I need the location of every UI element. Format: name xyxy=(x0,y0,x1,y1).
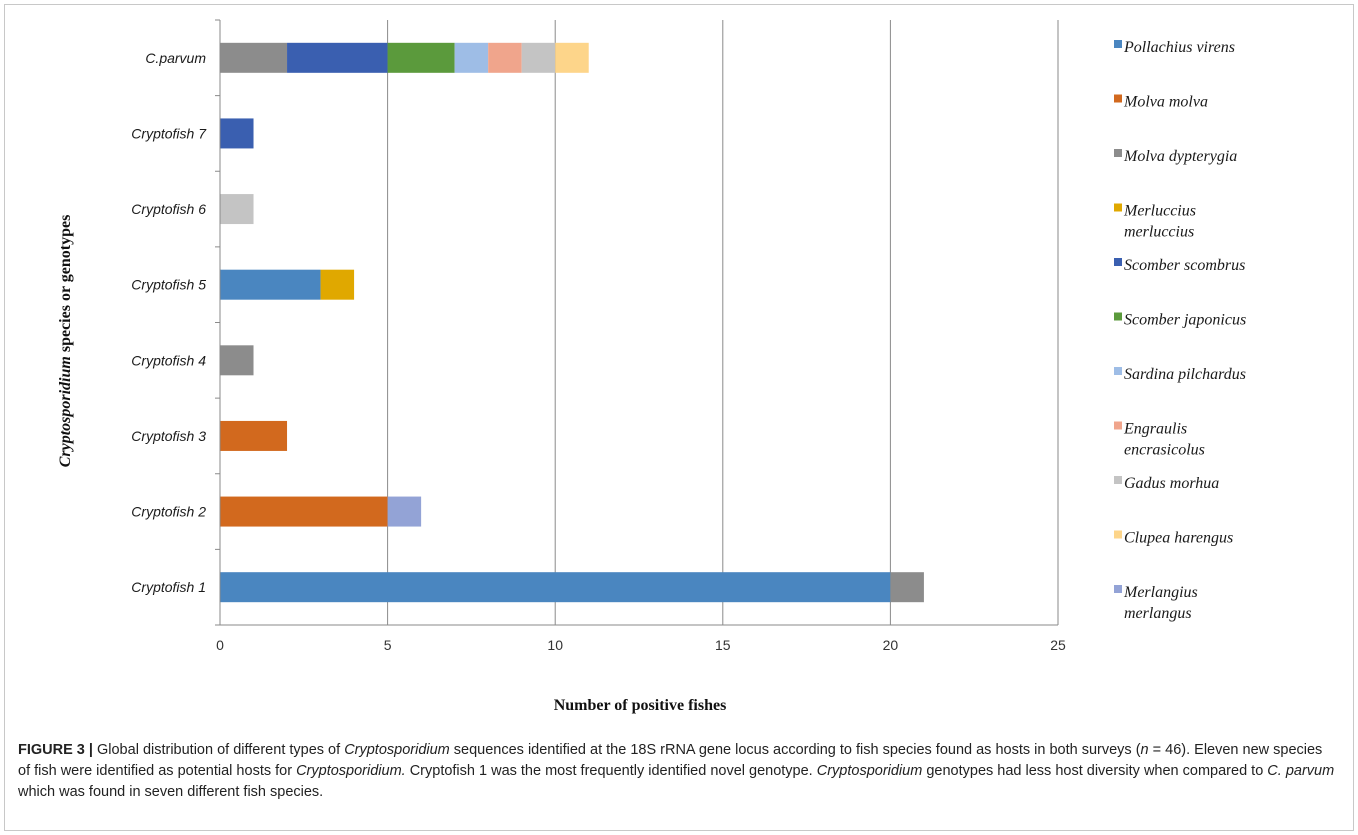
bar-segment xyxy=(220,345,254,376)
x-tick-label: 0 xyxy=(216,637,224,653)
x-tick-label: 15 xyxy=(715,637,731,653)
y-axis-title: Cryptosporidium species or genotypes xyxy=(57,215,74,468)
bars xyxy=(220,42,924,603)
category-label: Cryptofish 2 xyxy=(131,504,206,520)
caption-text-run: Cryptofish 1 was the most frequently ide… xyxy=(405,763,817,779)
legend-swatch xyxy=(1114,312,1122,321)
category-label: C.parvum xyxy=(145,50,206,66)
legend-swatch xyxy=(1114,94,1122,103)
bar-segment xyxy=(287,42,388,73)
legend-swatch xyxy=(1114,40,1122,48)
x-tick-label: 10 xyxy=(547,637,563,653)
legend-label: Pollachius virens xyxy=(1123,39,1235,56)
legend-label: merluccius xyxy=(1124,224,1194,241)
bar-segment xyxy=(220,496,388,527)
stacked-bar-chart: C.parvum Cryptofish 7 Cryptofish 6 Cryptofi… xyxy=(57,19,1246,714)
caption-figure-label: FIGURE 3 | xyxy=(18,742,93,758)
bar-segment xyxy=(890,572,924,603)
legend-label: Sardina pilchardus xyxy=(1124,366,1246,383)
legend-swatch xyxy=(1114,203,1122,212)
legend-swatch xyxy=(1114,258,1122,266)
category-label: Cryptofish 3 xyxy=(131,428,206,444)
caption-text-run: sequences identified at the 18S rRNA gen… xyxy=(449,742,1141,758)
caption-text-run: = 46). Eleven new species of fish were i… xyxy=(18,742,1323,779)
legend: Pollachius virens Molva molva Molva dypter… xyxy=(1114,39,1246,622)
bar-segment xyxy=(320,269,355,300)
legend-label: Scomber scombrus xyxy=(1124,257,1245,274)
legend-swatch xyxy=(1114,530,1122,539)
legend-label: Clupea harengus xyxy=(1124,530,1233,547)
category-label: Cryptofish 7 xyxy=(131,125,207,141)
bar-segment xyxy=(220,269,321,300)
caption-italic-term: Cryptosporidium xyxy=(816,763,923,779)
legend-swatch xyxy=(1114,149,1122,157)
bar-segment xyxy=(454,42,489,73)
legend-swatch xyxy=(1114,585,1122,593)
legend-label: Engraulis xyxy=(1123,421,1187,438)
category-label: Cryptofish 1 xyxy=(131,579,206,595)
bar-segment xyxy=(387,496,422,527)
x-tick-label: 25 xyxy=(1050,637,1066,653)
bar-segment xyxy=(220,194,254,225)
figure-caption: FIGURE 3 | Global distribution of differ… xyxy=(18,740,1338,803)
x-tick-label: 5 xyxy=(384,637,392,653)
x-tick-label: 20 xyxy=(883,637,899,653)
caption-text: Global distribution of different types o… xyxy=(18,742,1334,800)
legend-label: Molva dypterygia xyxy=(1123,148,1237,165)
category-label: Cryptofish 4 xyxy=(131,352,206,368)
legend-label: Merluccius xyxy=(1123,203,1196,220)
gridlines xyxy=(387,20,1059,625)
category-label: Cryptofish 5 xyxy=(131,277,206,293)
x-axis-title: Number of positive fishes xyxy=(554,697,727,714)
bar-segment xyxy=(387,42,455,73)
bar-segment xyxy=(220,572,891,603)
bar-segment xyxy=(220,42,288,73)
caption-text-run: genotypes had less host diversity when c… xyxy=(922,763,1268,779)
bar-segment xyxy=(488,42,522,73)
caption-text-run: Global distribution of different types o… xyxy=(92,742,345,758)
legend-label: Merlangius xyxy=(1123,584,1198,601)
legend-label: Scomber japonicus xyxy=(1124,312,1246,329)
legend-label: Gadus morhua xyxy=(1124,475,1219,492)
legend-label: Molva molva xyxy=(1123,94,1208,111)
caption-italic-term: Cryptosporidium xyxy=(344,742,450,758)
legend-swatch xyxy=(1114,476,1122,484)
axes: C.parvum Cryptofish 7 Cryptofish 6 Cryptofi… xyxy=(131,19,1066,653)
caption-italic-term: Cryptosporidium. xyxy=(296,763,406,779)
bar-segment xyxy=(555,42,589,73)
legend-swatch xyxy=(1114,421,1122,430)
legend-swatch xyxy=(1114,367,1122,375)
category-label: Cryptofish 6 xyxy=(131,201,206,217)
legend-label: merlangus xyxy=(1124,605,1192,622)
bar-segment xyxy=(220,420,288,451)
caption-italic-term: C. parvum xyxy=(1267,763,1335,779)
bar-segment xyxy=(220,118,254,149)
legend-label: encrasicolus xyxy=(1124,442,1205,459)
caption-italic-term: n xyxy=(1140,742,1149,758)
caption-text-run: which was found in seven different fish … xyxy=(18,784,324,800)
bar-segment xyxy=(521,42,556,73)
